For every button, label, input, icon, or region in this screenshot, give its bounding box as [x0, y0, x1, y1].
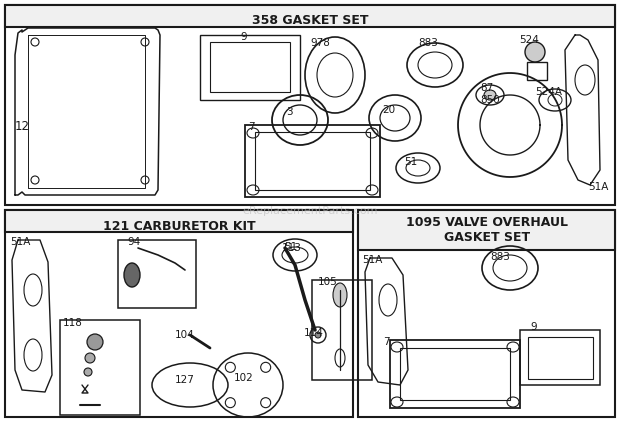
- Bar: [400, 348, 510, 400]
- Ellipse shape: [333, 283, 347, 307]
- Bar: [118, 240, 196, 308]
- Bar: [390, 340, 520, 408]
- Text: 51A: 51A: [588, 182, 608, 192]
- Ellipse shape: [85, 353, 95, 363]
- Bar: [245, 125, 380, 197]
- Text: 850: 850: [480, 95, 500, 105]
- Bar: [528, 337, 593, 379]
- Text: 94: 94: [127, 237, 140, 247]
- Bar: [5, 210, 353, 417]
- Text: 9: 9: [240, 32, 247, 42]
- Bar: [5, 5, 615, 27]
- Text: 358 GASKET SET: 358 GASKET SET: [252, 14, 368, 27]
- Text: 7: 7: [383, 337, 389, 347]
- Text: 20: 20: [382, 105, 395, 115]
- Ellipse shape: [87, 334, 103, 350]
- Bar: [312, 280, 372, 380]
- Ellipse shape: [124, 263, 140, 287]
- Bar: [60, 320, 140, 415]
- Text: 3: 3: [286, 107, 293, 117]
- Text: 127: 127: [175, 375, 195, 385]
- Bar: [5, 210, 353, 232]
- Text: eReplacementParts.com: eReplacementParts.com: [242, 206, 378, 216]
- Bar: [200, 35, 300, 100]
- Text: 524: 524: [519, 35, 539, 45]
- Bar: [358, 210, 615, 250]
- Text: 524A: 524A: [535, 87, 562, 97]
- Text: 87: 87: [480, 83, 494, 93]
- Text: 883: 883: [418, 38, 438, 48]
- Ellipse shape: [315, 332, 321, 338]
- Text: 104: 104: [175, 330, 195, 340]
- Text: 7: 7: [248, 122, 255, 132]
- Text: 102: 102: [234, 373, 254, 383]
- Bar: [527, 62, 547, 80]
- Text: 114: 114: [304, 328, 324, 338]
- Text: 12: 12: [15, 120, 30, 133]
- Ellipse shape: [525, 42, 545, 62]
- Ellipse shape: [484, 90, 496, 100]
- Text: 113: 113: [282, 243, 302, 253]
- Text: 9: 9: [530, 322, 537, 332]
- Text: 51: 51: [404, 157, 417, 167]
- Text: 121 CARBURETOR KIT: 121 CARBURETOR KIT: [103, 219, 255, 233]
- Bar: [210, 42, 290, 92]
- Text: 51A: 51A: [10, 237, 30, 247]
- Bar: [358, 210, 615, 417]
- Text: 51: 51: [284, 242, 297, 252]
- Text: 105: 105: [318, 277, 338, 287]
- Bar: [5, 5, 615, 205]
- Text: 883: 883: [490, 252, 510, 262]
- Text: 51A: 51A: [362, 255, 383, 265]
- Text: 1095 VALVE OVERHAUL
GASKET SET: 1095 VALVE OVERHAUL GASKET SET: [406, 216, 568, 244]
- Ellipse shape: [84, 368, 92, 376]
- Bar: [255, 132, 370, 190]
- Bar: [520, 330, 600, 385]
- Text: 118: 118: [63, 318, 83, 328]
- Text: 978: 978: [310, 38, 330, 48]
